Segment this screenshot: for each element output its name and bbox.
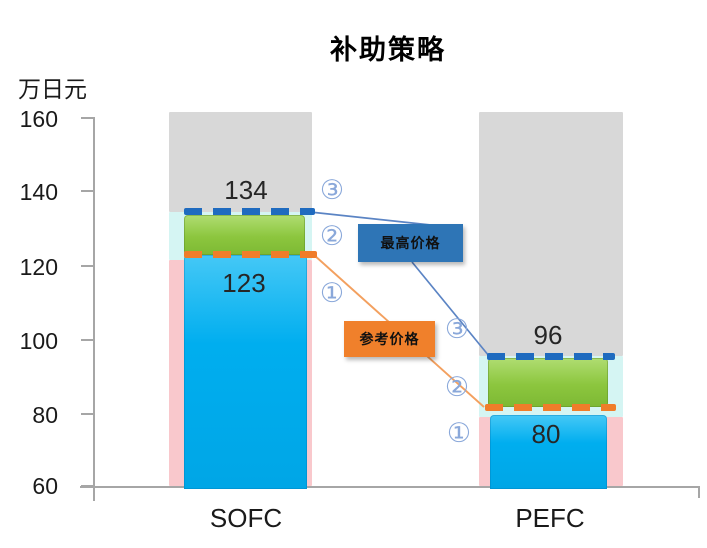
sofc-gray-ceiling-band [169, 112, 312, 212]
y-tick-mark [81, 413, 94, 415]
pefc-max-price-dashed-line [487, 353, 615, 360]
sofc-reference-price-dashed-line [184, 251, 317, 258]
max-price-callout-label: 最高价格 [380, 235, 441, 251]
x-axis-end-tick [698, 486, 700, 498]
pefc-reference-price-dashed-line [485, 404, 616, 411]
sofc-max-value-label: 134 [224, 175, 268, 205]
sofc-step-marker-1: ① [319, 278, 345, 308]
y-tick-mark [81, 117, 94, 119]
pefc-max-value-label: 96 [533, 320, 563, 350]
pefc-step-marker-2: ② [444, 372, 470, 402]
y-tick-label-60: 60 [32, 473, 58, 499]
sofc-step-marker-2: ② [319, 221, 345, 251]
y-tick-label-100: 100 [19, 328, 58, 354]
pefc-subsidy-green-bar [488, 358, 608, 407]
y-tick-label-80: 80 [32, 402, 58, 428]
category-label-pefc: PEFC [515, 503, 585, 533]
y-tick-label-140: 140 [19, 179, 58, 205]
sofc-max-price-dashed-line [184, 208, 315, 215]
pefc-gray-ceiling-band [479, 112, 623, 356]
sofc-base-value-label: 123 [222, 268, 266, 298]
y-tick-label-120: 120 [19, 254, 58, 280]
y-axis-line [93, 117, 95, 501]
pefc-price-cyan-bar [490, 415, 607, 489]
y-tick-mark [81, 339, 94, 341]
y-tick-mark [81, 190, 94, 192]
reference-price-callout-label: 参考价格 [359, 331, 420, 347]
chart-title: 补助策略 [330, 35, 446, 65]
category-label-sofc: SOFC [209, 503, 283, 533]
sofc-subsidy-green-bar [184, 215, 305, 255]
reference-price-callout-box: 参考价格 [344, 321, 435, 357]
x-axis-line [80, 486, 700, 488]
sofc-price-cyan-bar [184, 255, 307, 489]
y-axis-unit-label: 万日元 [18, 76, 87, 102]
max-price-callout-box: 最高价格 [358, 224, 463, 262]
y-tick-label-160: 160 [19, 106, 58, 132]
y-tick-mark [81, 265, 94, 267]
pefc-step-marker-3: ③ [444, 314, 470, 344]
pefc-base-value-label: 80 [531, 419, 561, 449]
sofc-step-marker-3: ③ [319, 175, 345, 205]
pefc-step-marker-1: ① [446, 418, 472, 448]
